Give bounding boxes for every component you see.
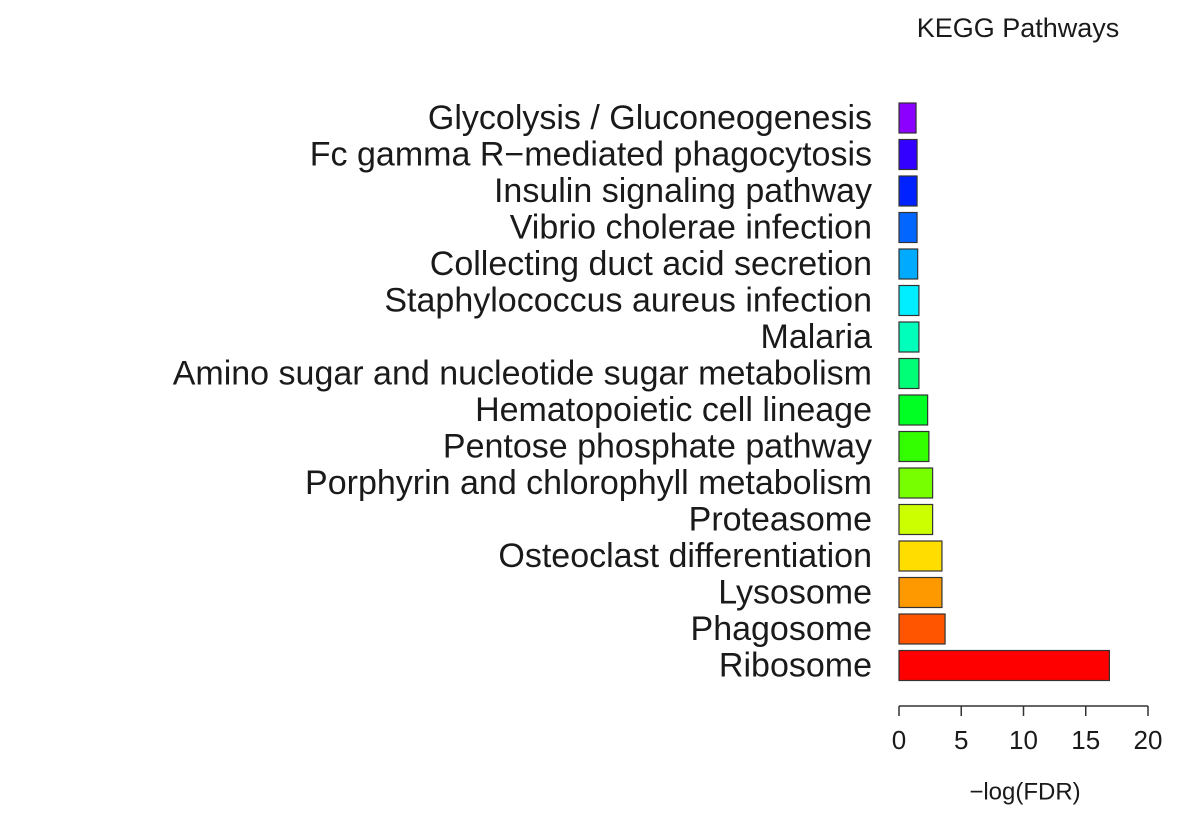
- bar: [898, 284, 920, 317]
- y-tick-label: Insulin signaling pathway: [494, 172, 872, 210]
- x-tick-label: 15: [1071, 725, 1100, 755]
- bar: [898, 540, 943, 572]
- bar: [898, 211, 918, 244]
- y-tick-label: Lysosome: [718, 573, 872, 611]
- bar: [898, 138, 918, 171]
- y-tick-label: Vibrio cholerae infection: [510, 208, 872, 246]
- chart-title: KEGG Pathways: [917, 13, 1120, 43]
- bar: [898, 430, 930, 463]
- bar: [898, 503, 934, 536]
- y-tick-label: Glycolysis / Gluconeogenesis: [428, 99, 872, 137]
- y-tick-label: Amino sugar and nucleotide sugar metabol…: [173, 354, 872, 392]
- bar: [898, 649, 1111, 682]
- y-tick-label: Phagosome: [691, 610, 872, 648]
- x-axis-label: −log(FDR): [969, 778, 1080, 805]
- bar: [898, 102, 917, 134]
- y-tick-label: Ribosome: [719, 646, 872, 684]
- bar: [898, 467, 934, 499]
- y-tick-label: Collecting duct acid secretion: [430, 245, 872, 283]
- y-tick-label: Osteoclast differentiation: [498, 537, 872, 575]
- bar: [898, 394, 929, 426]
- x-tick-label: 20: [1134, 725, 1163, 755]
- y-tick-label: Proteasome: [689, 500, 872, 538]
- bar: [898, 613, 946, 645]
- y-tick-label: Hematopoietic cell lineage: [475, 391, 872, 429]
- bar: [898, 248, 919, 280]
- bar: [898, 321, 920, 353]
- y-tick-label: Malaria: [761, 318, 873, 356]
- x-tick-label: 0: [892, 725, 906, 755]
- bar: [898, 576, 943, 609]
- y-tick-label: Porphyrin and chlorophyll metabolism: [305, 464, 872, 502]
- y-tick-label: Fc gamma R−mediated phagocytosis: [310, 135, 872, 173]
- y-tick-label: Staphylococcus aureus infection: [384, 281, 872, 319]
- x-tick-label: 5: [954, 725, 968, 755]
- y-tick-label: Pentose phosphate pathway: [443, 427, 872, 465]
- bar: [898, 357, 920, 390]
- bar: [898, 175, 918, 207]
- x-tick-label: 10: [1009, 725, 1038, 755]
